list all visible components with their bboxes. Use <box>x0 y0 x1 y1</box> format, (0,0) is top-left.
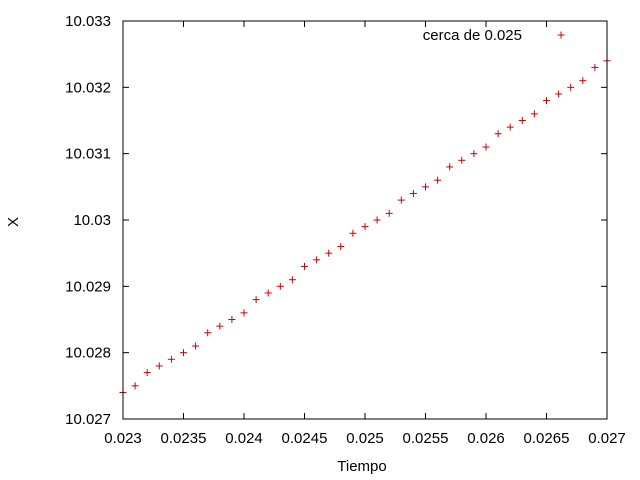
data-point <box>349 229 357 237</box>
x-tick-label: 0.0265 <box>524 430 570 447</box>
data-point <box>276 282 284 290</box>
y-tick-label: 10.031 <box>65 146 111 163</box>
y-tick-label: 10.033 <box>65 13 111 30</box>
x-tick-label: 0.027 <box>588 430 626 447</box>
y-tick-label: 10.03 <box>73 212 111 229</box>
data-point <box>506 123 514 131</box>
data-point <box>518 117 526 124</box>
data-point <box>567 83 575 91</box>
x-axis-label: Tiempo <box>337 458 386 475</box>
data-point <box>397 196 405 204</box>
y-tick-label: 10.029 <box>65 278 111 295</box>
x-tick-label: 0.026 <box>467 430 505 447</box>
data-point <box>228 316 236 323</box>
data-point <box>482 143 490 151</box>
data-point <box>361 223 369 231</box>
data-point <box>143 369 151 377</box>
data-point <box>167 355 175 363</box>
y-tick-label: 10.027 <box>65 411 111 428</box>
data-point <box>240 309 248 317</box>
data-point <box>446 163 454 171</box>
x-tick-label: 0.025 <box>346 430 384 447</box>
data-point <box>192 342 200 350</box>
data-point <box>494 130 502 138</box>
y-tick-label: 10.032 <box>65 79 111 96</box>
data-point <box>555 90 563 98</box>
x-tick-label: 0.023 <box>104 430 142 447</box>
data-point <box>301 262 308 270</box>
x-tick-label: 0.0235 <box>161 430 207 447</box>
data-point <box>458 156 466 164</box>
data-point <box>204 329 212 337</box>
data-point <box>131 382 139 390</box>
data-point <box>313 256 321 264</box>
data-point <box>180 349 187 357</box>
data-point <box>216 322 224 330</box>
x-tick-label: 0.024 <box>225 430 263 447</box>
data-point <box>530 110 538 118</box>
data-point <box>337 243 345 251</box>
legend-marker-plus <box>557 31 565 39</box>
data-point <box>325 249 333 257</box>
y-tick-label: 10.028 <box>65 345 111 362</box>
data-point <box>470 150 478 158</box>
x-tick-label: 0.0255 <box>403 430 449 447</box>
y-axis-label: X <box>5 217 22 227</box>
tick-labels: 0.023 0.0235 0.024 0.0245 0.025 0.0255 0.026 0.… <box>65 13 626 447</box>
data-point <box>264 289 272 297</box>
data-point <box>252 296 260 304</box>
data-point <box>288 276 296 284</box>
data-point <box>422 183 429 191</box>
data-point <box>543 97 550 105</box>
legend-marker <box>557 31 565 39</box>
data-point <box>373 216 381 224</box>
data-point <box>155 362 163 370</box>
legend: cerca de 0.025 <box>423 27 565 44</box>
legend-label: cerca de 0.025 <box>423 27 522 44</box>
data-point <box>591 63 599 71</box>
data-point <box>409 189 417 197</box>
data-point <box>385 209 393 217</box>
plot-frame <box>122 20 608 420</box>
data-point <box>434 176 442 184</box>
x-tick-label: 0.0245 <box>282 430 328 447</box>
data-point <box>579 77 587 85</box>
